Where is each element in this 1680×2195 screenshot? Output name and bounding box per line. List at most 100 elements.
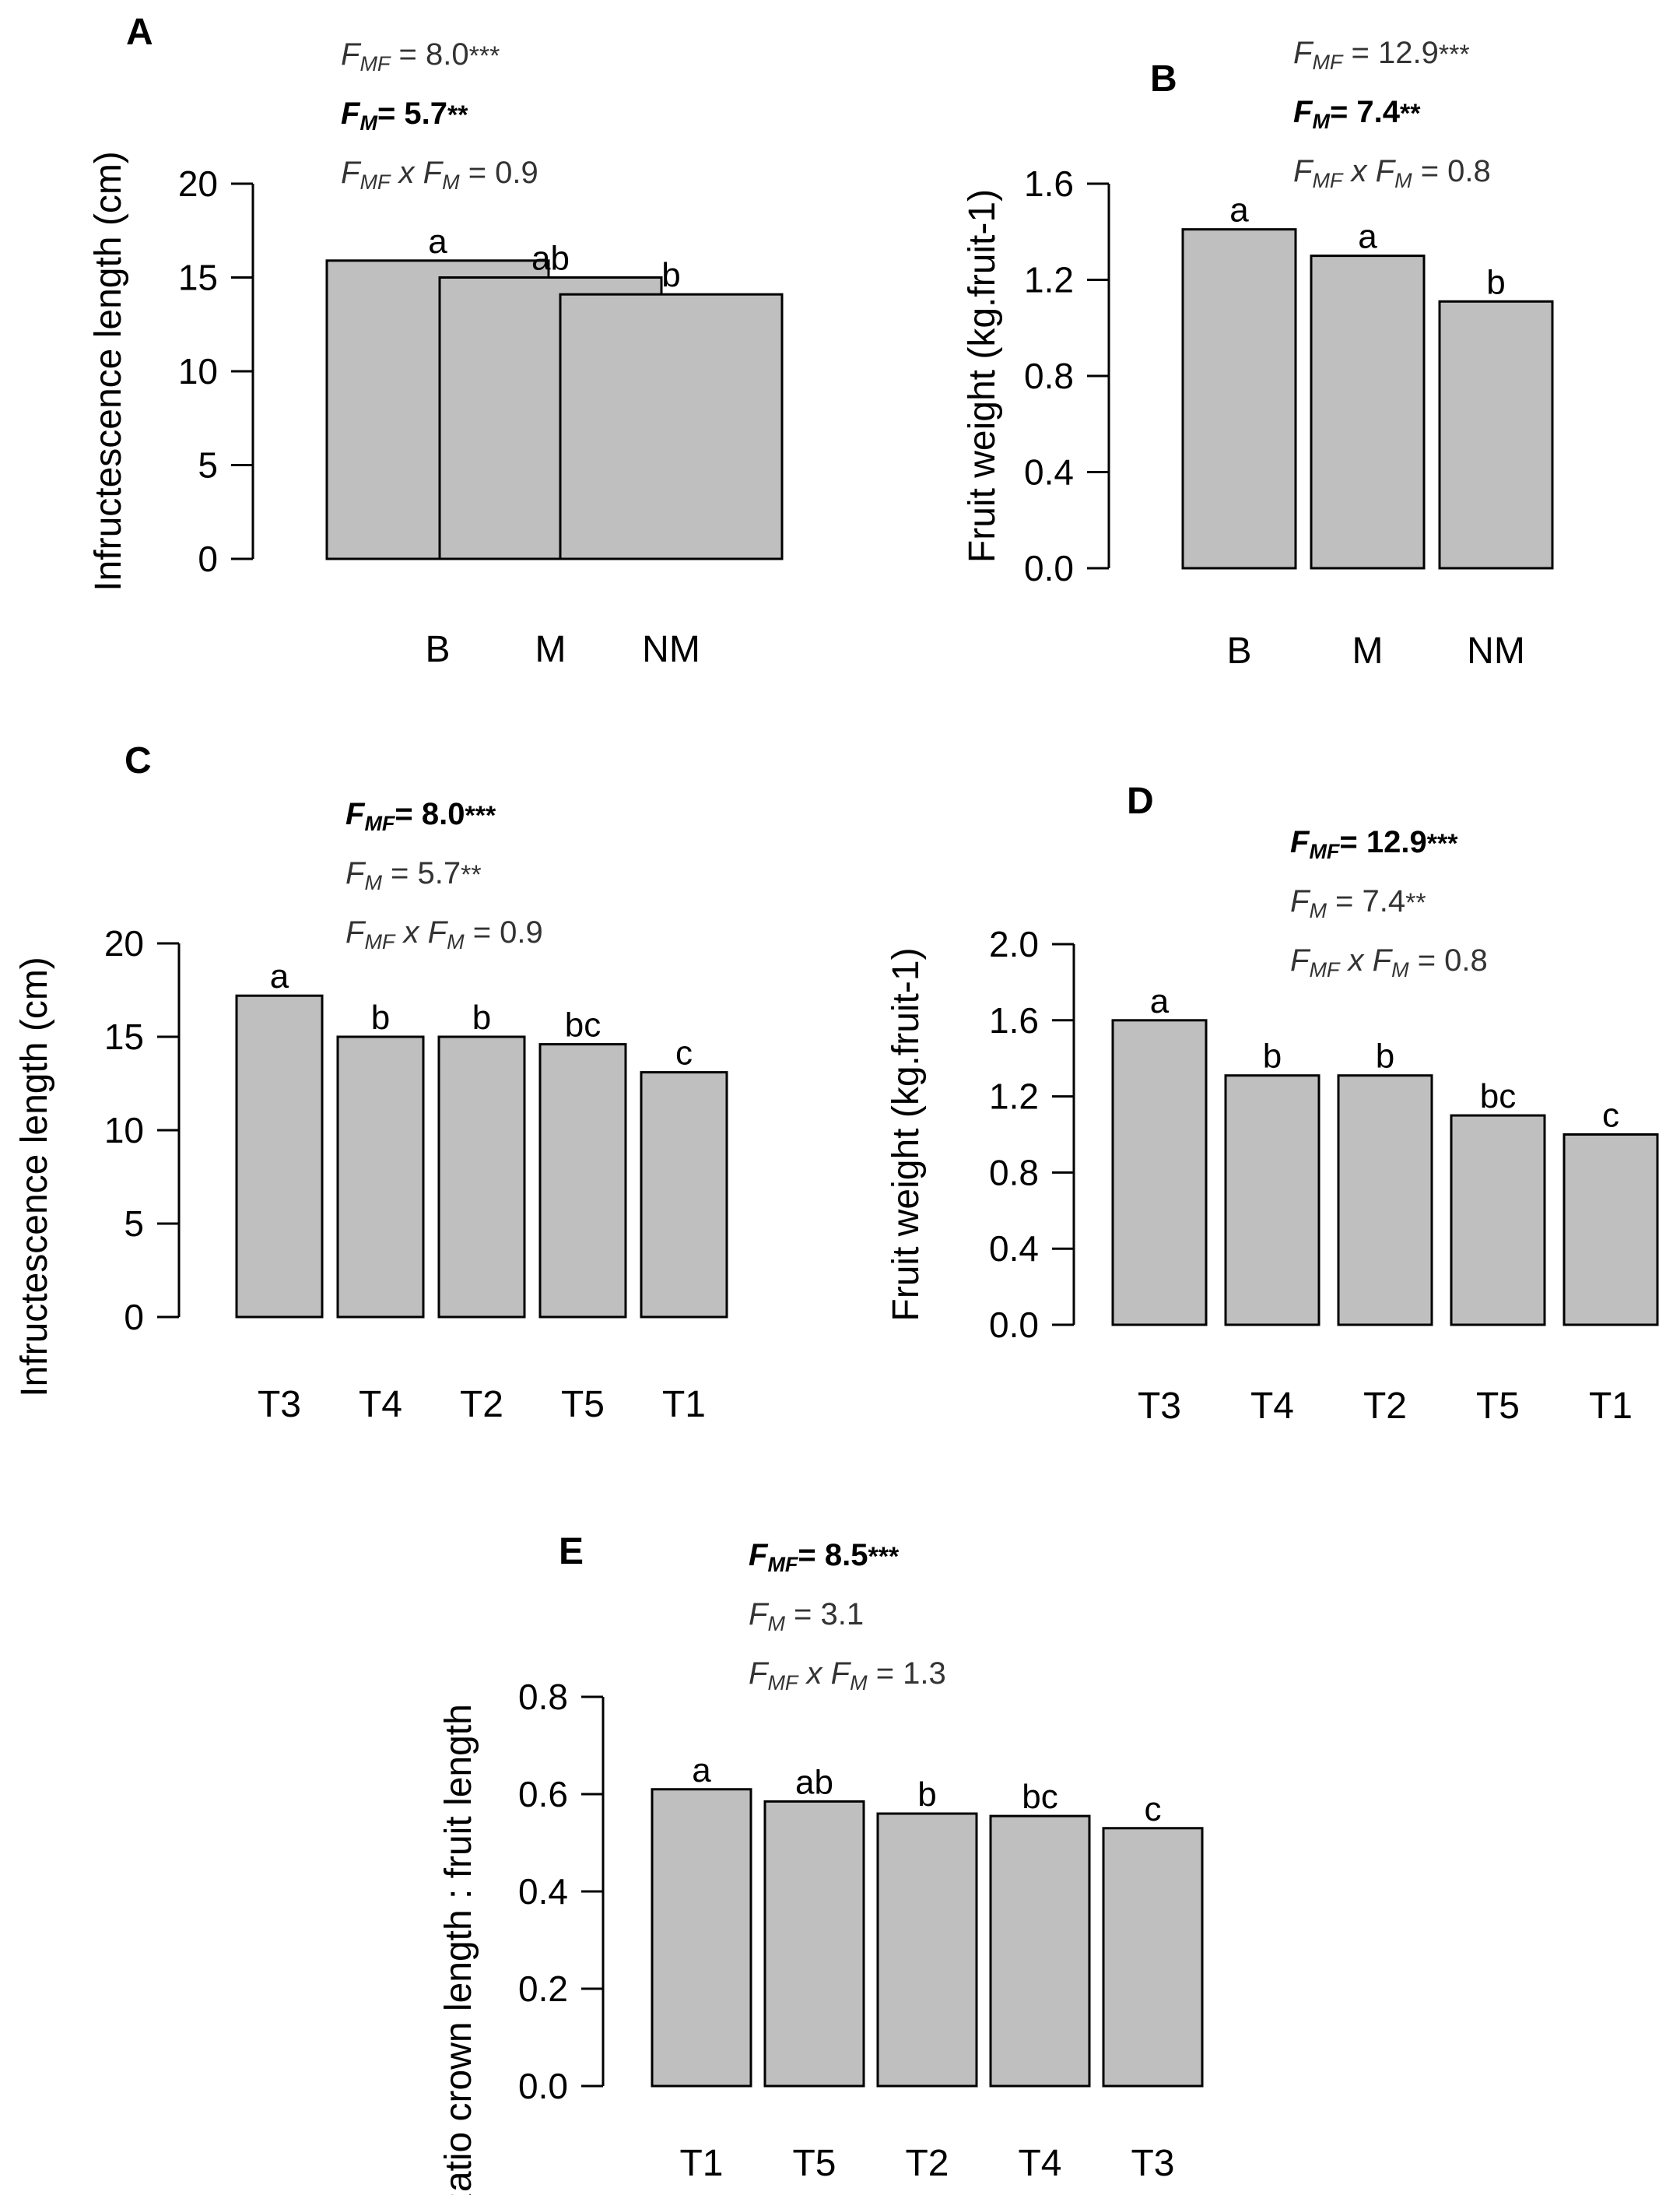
y-tick-label: 0.8 [1024,356,1074,396]
bar-t4 [1224,1074,1321,1326]
y-tick-label: 0.2 [518,1968,568,2009]
y-tick-label: 5 [198,445,218,486]
stats-d: FMF= 12.9*** FM = 7.4** FMF x FM = 0.8 [1290,817,1488,995]
y-tick-label: 10 [104,1110,144,1150]
x-tick-label: T3 [1131,2143,1174,2184]
y-tick-label: 1.6 [989,1000,1039,1041]
x-tick-label: T5 [1476,1385,1520,1427]
y-tick-label: 1.6 [1024,163,1074,204]
panel-label-b: B [1150,58,1177,100]
x-tick-label: T5 [792,2143,836,2184]
y-axis-label: Infructescence length (cm) [14,957,55,1397]
y-tick-label: 15 [178,258,218,298]
bar-t1 [651,1788,752,2088]
stat-interaction: FMF x FM = 0.9 [345,915,543,954]
significance-letter: b [371,999,390,1037]
x-tick-label: T2 [1363,1385,1407,1427]
x-tick-label: T2 [460,1384,503,1425]
chart-group: 0.0 0.4 0.8 1.2 1.6 2.0 Fruit weight (kg.fruit… [886,924,1659,1427]
y-tick-label: 0.4 [518,1871,568,1912]
significance-letter: a [692,1751,711,1789]
bar-t2 [1337,1074,1433,1326]
y-tick-label: 20 [104,923,144,964]
significance-letter: b [661,256,680,294]
x-tick-label: M [535,629,566,670]
y-tick-label: 0.0 [989,1305,1039,1345]
stat-m: FM = 5.7** [345,856,482,894]
y-tick-label: 0.8 [989,1152,1039,1192]
significance-letter: ab [531,240,570,278]
significance-letter: bc [1022,1778,1057,1816]
y-tick-label: 5 [124,1203,144,1244]
bar-nm [559,293,784,560]
bar-t5 [538,1043,627,1319]
x-tick-label: B [1226,630,1251,672]
significance-letter: bc [1480,1077,1516,1115]
y-tick-label: 0.4 [1024,452,1074,493]
significance-letter: ab [795,1763,833,1801]
stat-interaction: FMF x FM = 0.8 [1293,154,1491,192]
significance-letter: a [1229,191,1249,230]
y-tick-label: 0 [198,539,218,579]
significance-letter: a [1150,982,1170,1020]
significance-letter: b [1263,1038,1282,1076]
bar-t2 [437,1035,526,1319]
panel-label-d: D [1127,781,1154,822]
significance-letter: a [1358,218,1377,256]
y-tick-label: 0.6 [518,1774,568,1814]
x-tick-label: T4 [1018,2143,1061,2184]
stat-mf: FMF = 8.0*** [341,37,500,76]
x-tick-label: T4 [359,1384,402,1425]
bar-b [1181,228,1297,570]
stat-mf: FMF = 12.9*** [1293,36,1470,74]
y-axis-label: Ratio crown length : fruit length [438,1704,479,2195]
bar-nm [1438,300,1554,570]
bar-t1 [640,1071,728,1319]
significance-letter: bc [565,1006,601,1045]
y-tick-label: 2.0 [989,924,1039,964]
stat-interaction: FMF x FM = 0.8 [1290,943,1488,982]
x-tick-label: T1 [1589,1385,1633,1427]
bar-t4 [336,1035,425,1319]
significance-letter: b [1376,1038,1394,1076]
x-tick-label: NM [1467,630,1525,672]
y-tick-label: 1.2 [989,1076,1039,1117]
bar-m [1310,255,1426,570]
chart-group: 0.0 0.2 0.4 0.6 0.8 Ratio crown length : frui… [438,1677,1204,2195]
panel-label-a: A [126,12,153,53]
y-tick-label: 0.0 [1024,548,1074,588]
stat-mf: FMF= 8.0*** [345,797,496,835]
x-tick-label: T4 [1250,1385,1294,1427]
y-tick-label: 20 [178,163,218,204]
stat-m: FM = 3.1 [749,1597,865,1635]
significance-letter: c [675,1034,693,1073]
stats-e: FMF= 8.5*** FM = 3.1 FMF x FM = 1.3 [749,1530,946,1708]
significance-letter: a [270,957,289,996]
y-axis-label: Fruit weight (kg.fruit-1) [962,189,1003,563]
bar-t5 [1450,1114,1546,1326]
x-tick-label: T1 [662,1384,706,1425]
stat-m: FM= 7.4** [1293,95,1421,133]
significance-letter: b [917,1775,936,1814]
stats-b: FMF = 12.9*** FM= 7.4** FMF x FM = 0.8 [1293,28,1491,205]
significance-letter: a [428,223,447,261]
y-tick-label: 0.4 [989,1228,1039,1269]
stats-c: FMF= 8.0*** FM = 5.7** FMF x FM = 0.9 [345,789,543,967]
stats-a: FMF = 8.0*** FM= 5.7** FMF x FM = 0.9 [341,30,538,207]
y-tick-label: 1.2 [1024,260,1074,300]
significance-letter: b [472,999,491,1037]
stat-m: FM = 7.4** [1290,884,1426,922]
stat-interaction: FMF x FM = 0.9 [341,156,538,194]
stat-mf: FMF= 12.9*** [1290,825,1458,863]
bar-t3 [1111,1019,1208,1326]
y-tick-label: 0.0 [518,2066,568,2106]
significance-letter: b [1486,263,1505,301]
x-tick-label: M [1352,630,1384,672]
bar-t1 [1563,1133,1659,1326]
stat-mf: FMF= 8.5*** [749,1538,900,1576]
